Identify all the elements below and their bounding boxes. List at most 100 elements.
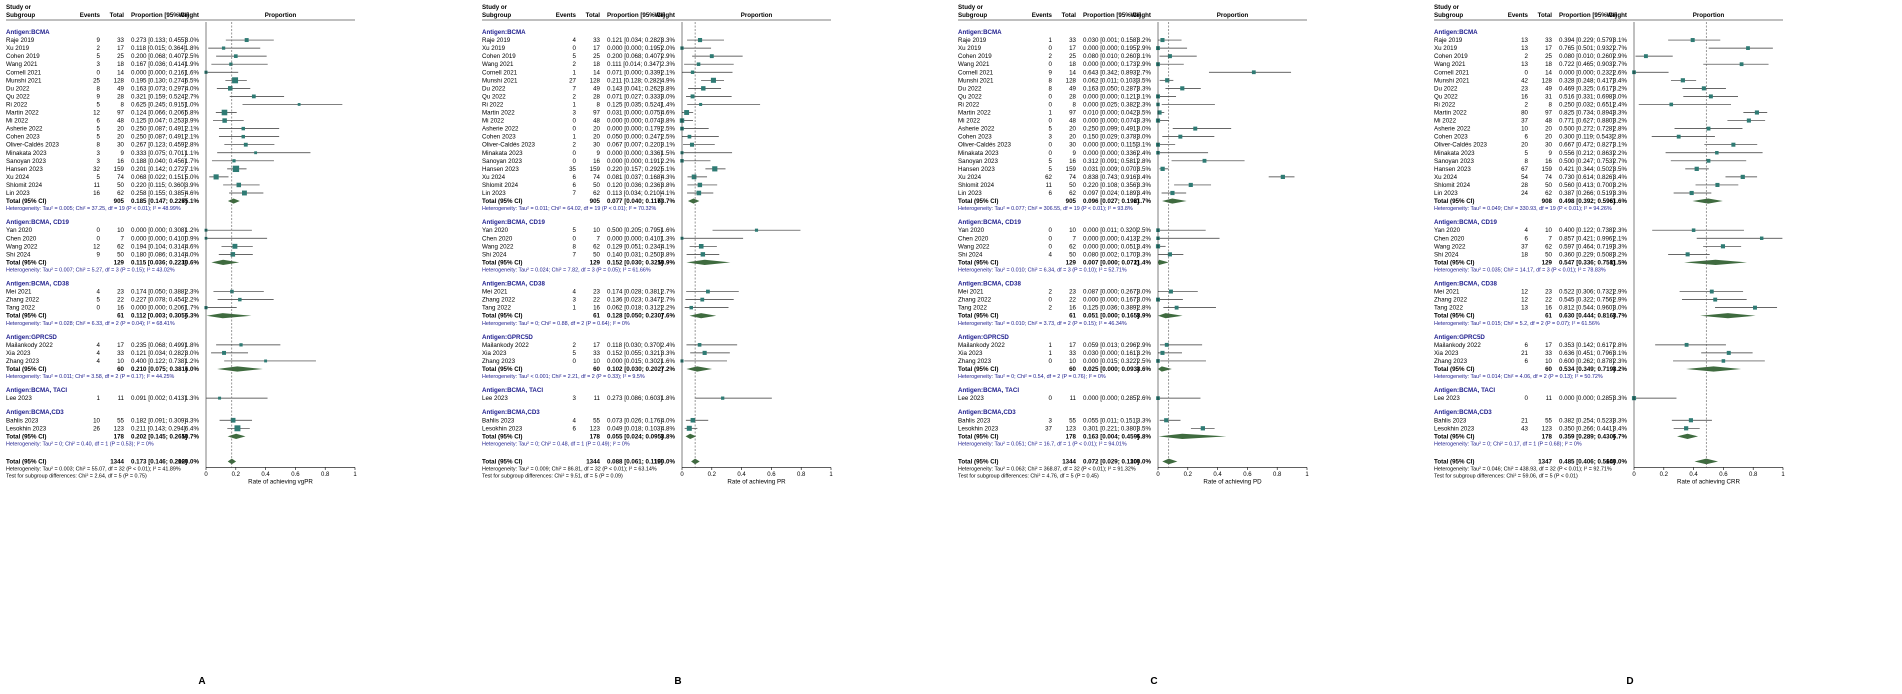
study-total: 62 [593,243,600,250]
study-ci: 0.333 [0.075; 0.701] [131,150,186,157]
study-total: 31 [1545,93,1552,100]
study-events: 4 [97,350,101,357]
study-square [1685,252,1690,257]
study-events: 4 [573,417,577,424]
study-events: 28 [1521,182,1528,189]
study-ci: 0.000 [0.000; 0.074] [607,118,662,125]
study-events: 3 [97,150,101,157]
study-weight: 4.8% [661,425,676,432]
header-weight: Weight [178,12,199,19]
study-name: Martin 2022 [1434,110,1467,117]
study-square [213,174,219,180]
subgroup-total-n: 60 [1545,366,1552,373]
study-events: 3 [573,297,577,304]
study-ci: 0.301 [0.221; 0.380] [1083,425,1138,432]
study-ci: 0.087 [0.000; 0.267] [1083,289,1138,296]
study-weight: 2.8% [1613,342,1628,349]
study-name: Sanoyan 2023 [958,158,998,165]
subgroup-total-n: 178 [114,433,125,440]
study-name: Mailankody 2022 [958,342,1005,349]
study-name: Cohen 2019 [6,53,40,60]
x-tick-label: 1 [1781,472,1785,478]
study-total: 16 [1545,158,1552,165]
study-name: Xu 2024 [958,174,982,181]
study-ci: 0.174 [0.028; 0.381] [607,289,662,296]
subgroup-heterogeneity: Heterogeneity: Tau² = 0.051; Chi² = 16.7… [958,441,1127,447]
header-study: Study or [482,4,508,11]
overall-total-weight: 100.0% [1130,458,1151,465]
study-ci: 0.000 [0.000; 0.410] [607,235,662,242]
study-square [1739,62,1744,67]
study-ci: 0.825 [0.734; 0.894] [1559,110,1614,117]
overall-heterogeneity: Heterogeneity: Tau² = 0.063; Chi² = 368.… [958,467,1136,473]
study-total: 8 [597,101,601,108]
study-events: 21 [1521,350,1528,357]
study-total: 16 [117,158,124,165]
study-total: 123 [114,425,125,432]
study-weight: 1.0% [185,101,200,108]
study-name: Qu 2022 [482,93,506,100]
study-name: Lin 2023 [1434,190,1458,197]
study-square [230,417,236,423]
study-square [1680,78,1685,83]
study-events: 80 [1521,110,1528,117]
study-ci: 0.150 [0.029; 0.378] [1083,134,1138,141]
study-weight: 2.2% [1613,150,1628,157]
study-square [1740,174,1745,179]
study-square [701,86,706,91]
study-square [686,425,692,431]
study-name: Shlomit 2024 [1434,182,1471,189]
subgroup-heterogeneity: Heterogeneity: Tau² = 0.015; Chi² = 5.2,… [1434,321,1600,327]
study-total: 14 [1545,69,1552,76]
study-ci: 0.068 [0.022; 0.151] [131,174,186,181]
study-total: 97 [1069,110,1076,117]
study-events: 62 [1045,174,1052,181]
study-name: Xu 2019 [6,45,30,52]
study-square [1193,126,1198,131]
study-events: 35 [569,166,576,173]
study-name: Oliver-Caldés 2023 [958,142,1012,149]
study-ci: 0.000 [0.000; 0.191] [607,158,662,165]
study-events: 13 [1521,45,1528,52]
study-name: Cohen 2023 [958,134,992,141]
study-square [242,190,247,196]
study-weight: 3.5% [1137,77,1152,84]
study-weight: 2.9% [1137,61,1152,68]
study-name: Lin 2023 [482,190,506,197]
subgroup-heterogeneity: Heterogeneity: Tau² < 0.001; Chi² = 2.21… [482,374,645,380]
study-name: Wang 2022 [958,243,990,250]
study-square [238,297,242,302]
study-name: Xia 2023 [482,350,507,357]
study-events: 0 [97,69,101,76]
study-ci: 0.722 [0.465; 0.903] [1559,61,1614,68]
header-total: Total [110,12,125,19]
study-name: Asherie 2022 [482,126,519,133]
study-events: 7 [573,251,577,258]
study-weight: 2.2% [661,305,676,312]
study-weight: 2.8% [1137,305,1152,312]
subgroup-diamond [686,366,713,372]
header-subgroup: Subgroup [958,12,987,19]
header-weight: Weight [1606,12,1627,19]
study-name: Lee 2023 [6,395,32,402]
study-weight: 4.0% [661,417,676,424]
study-total: 17 [1545,45,1552,52]
subgroup-heterogeneity: Heterogeneity: Tau² = 0.024; Chi² = 7.82… [482,267,651,273]
study-name: Qu 2022 [958,93,982,100]
study-events: 0 [573,358,577,365]
study-weight: 6.4% [185,425,200,432]
study-events: 2 [97,45,101,52]
study-total: 7 [121,235,125,242]
study-weight: 4.0% [185,251,200,258]
header-total: Total [586,12,601,19]
overall-total-weight: 100.0% [178,458,199,465]
study-ci: 0.838 [0.743; 0.916] [1083,174,1138,181]
study-name: Ri 2022 [6,101,28,108]
study-total: 17 [1069,45,1076,52]
study-name: Wang 2022 [1434,243,1466,250]
study-total: 16 [117,305,124,312]
subgroup-diamond [685,433,697,439]
study-name: Lee 2023 [958,395,984,402]
x-tick-label: 0 [1632,472,1636,478]
